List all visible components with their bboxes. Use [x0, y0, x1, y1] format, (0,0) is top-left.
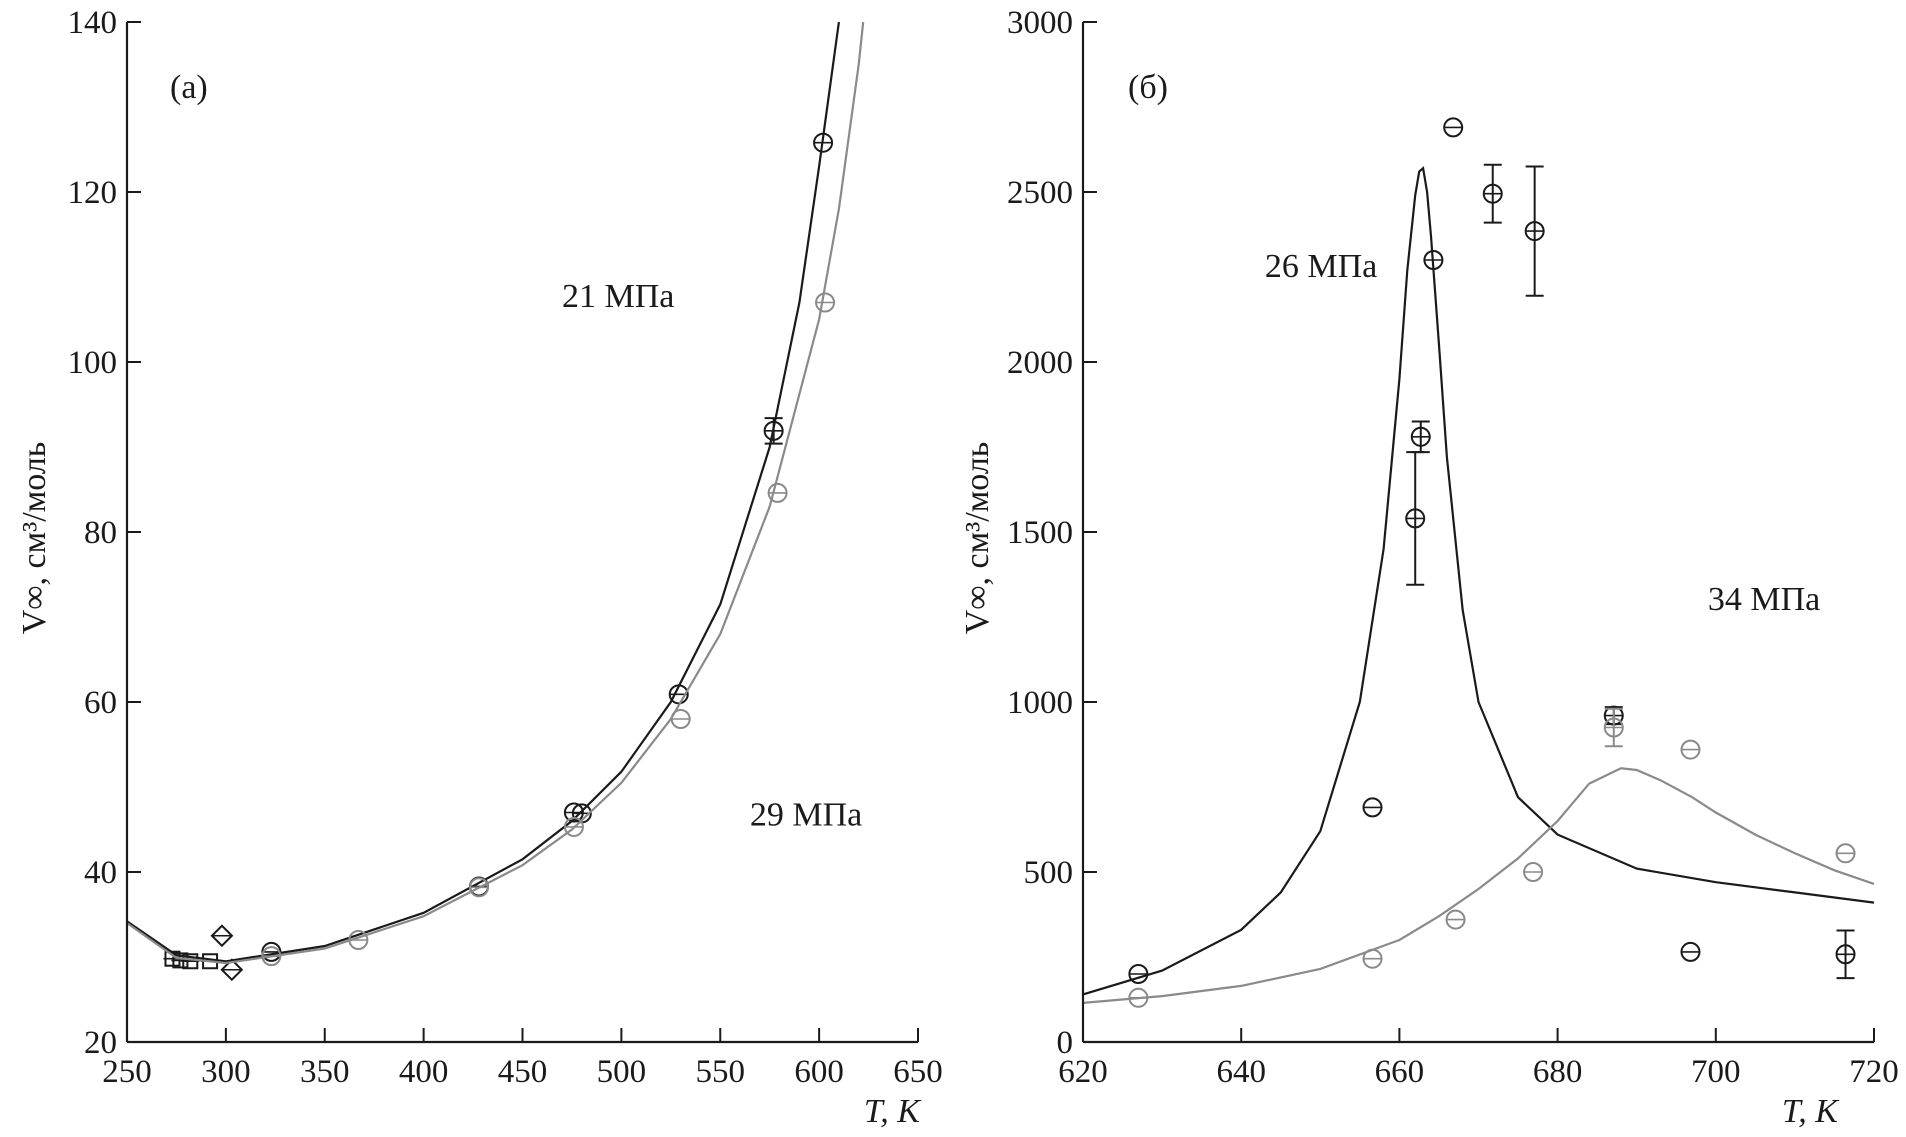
panel-a-y-tick-label: 20	[84, 1025, 117, 1061]
panel-b-x-tick-label: 700	[1691, 1054, 1741, 1090]
panel-a-series-0-point	[181, 953, 200, 970]
panel-a-series-0-point	[813, 132, 834, 153]
panel-b-y-tick-label: 2000	[1007, 345, 1073, 381]
panel-b-series-0-point	[1405, 451, 1426, 586]
panel-b-y-tick-label: 0	[1057, 1025, 1074, 1061]
panel-b-series-1-point	[1523, 862, 1544, 882]
panel-a-series-0-point	[563, 802, 584, 823]
panel-b-series-0-point	[1410, 420, 1431, 454]
panel-b-series-0-point	[1443, 117, 1464, 138]
panel-a-series-1-curve	[126, 21, 865, 965]
panel-b-series-1-point	[1680, 739, 1701, 760]
panel-a-series-1-point	[468, 877, 489, 898]
panel-a-series-1-point	[261, 946, 282, 967]
panel-b-series-0-point	[1482, 163, 1503, 224]
panel-a-x-tick-label: 400	[399, 1054, 449, 1090]
panel-a: 250 300 350 400 450 500 550 600 650 20 40 60 80 100 12…	[16, 5, 943, 1130]
panel-a-label: (a)	[170, 69, 208, 106]
panel-b-x-axis-label: T, K	[1782, 1093, 1840, 1130]
panel-a-y-tick-label: 100	[68, 345, 118, 381]
panel-a-axes	[125, 21, 919, 1044]
panel-b-series-0-curve	[1082, 166, 1875, 996]
panel-a-series-1-point	[348, 930, 369, 950]
panel-b-y-axis-label: V∞, см³/моль	[959, 442, 996, 635]
panel-a-x-tick-label: 300	[201, 1054, 251, 1090]
panel-a-y-tick-label: 80	[84, 515, 117, 551]
panel-a-annotation-21mpa: 21 МПа	[562, 278, 674, 315]
panel-a-series-0-point	[220, 958, 244, 982]
panel-b-annotation-26mpa: 26 МПа	[1265, 248, 1377, 285]
panel-a-x-tick-label: 550	[696, 1054, 746, 1090]
panel-a-series	[126, 21, 865, 982]
panel-b-y-tick-label: 3000	[1007, 5, 1073, 41]
panel-b-x-tick-label: 680	[1533, 1054, 1583, 1090]
panel-a-series-1-point	[670, 709, 691, 729]
panel-b-series-1-point	[1445, 909, 1466, 930]
panel-b-x-tick-label: 660	[1375, 1054, 1425, 1090]
panel-a-x-tick-label: 250	[102, 1054, 152, 1090]
panel-b-series-0-point	[1680, 941, 1701, 962]
panel-b-series-0-point	[1128, 964, 1149, 984]
panel-b: 620 640 660 680 700 720 0 500 1000 1500 2000 2500 30…	[959, 5, 1899, 1130]
panel-a-series-0-point	[171, 952, 190, 969]
panel-b-y-tick-label: 2500	[1007, 175, 1073, 211]
panel-b-series-1-curve	[1082, 767, 1875, 1004]
panel-b-axes	[1081, 21, 1875, 1044]
panel-b-y-tick-label: 1000	[1007, 685, 1073, 721]
panel-a-y-tick-label: 120	[68, 175, 118, 211]
panel-a-x-axis-label: T, K	[864, 1093, 922, 1130]
panel-b-x-tick-label: 720	[1849, 1054, 1899, 1090]
panel-a-x-tick-label: 450	[498, 1054, 548, 1090]
panel-b-y-tick-label: 1500	[1007, 515, 1073, 551]
panel-a-x-tick-label: 350	[300, 1054, 350, 1090]
panel-b-series-0-point	[1362, 797, 1383, 818]
panel-b-series-1-point	[1362, 948, 1383, 969]
panel-b-x-tick-label: 620	[1058, 1054, 1108, 1090]
panel-a-series-1-point	[563, 816, 584, 837]
panel-a-x-tick-label: 600	[794, 1054, 844, 1090]
panel-b-series-0-point	[1423, 250, 1444, 270]
panel-b-y-tick-label: 500	[1024, 855, 1074, 891]
panel-a-y-tick-label: 60	[84, 685, 117, 721]
panel-a-x-tick-label: 500	[597, 1054, 647, 1090]
panel-b-series-0-point	[1835, 929, 1856, 980]
panel-a-tick-labels: 250 300 350 400 450 500 550 600 650 20 40 60 80 100 12…	[68, 5, 943, 1090]
panel-b-annotation-34mpa: 34 МПа	[1708, 581, 1820, 618]
panel-b-tick-labels: 620 640 660 680 700 720 0 500 1000 1500 2000 2500 30…	[1007, 5, 1899, 1090]
panel-a-series-1-point	[815, 292, 836, 313]
panel-a-series-1-point	[767, 482, 788, 503]
panel-a-series-0-curve	[126, 21, 840, 963]
panel-b-x-tick-label: 640	[1216, 1054, 1266, 1090]
panel-a-series-0-point	[763, 417, 784, 445]
panel-b-series	[1082, 117, 1875, 1008]
panel-b-series-1-point	[1128, 987, 1149, 1008]
panel-a-y-axis-label: V∞, см³/моль	[16, 442, 53, 635]
panel-a-annotation-29mpa: 29 МПа	[750, 796, 862, 833]
panel-a-series-0-point	[210, 924, 234, 948]
panel-b-label: (б)	[1128, 69, 1168, 106]
panel-a-y-tick-label: 140	[68, 5, 118, 41]
panel-a-y-tick-label: 40	[84, 855, 117, 891]
panel-b-series-1-point	[1835, 843, 1856, 864]
panel-b-series-1-point	[1603, 707, 1624, 748]
panel-b-series-0-point	[1524, 165, 1545, 297]
panel-a-x-tick-label: 650	[893, 1054, 943, 1090]
